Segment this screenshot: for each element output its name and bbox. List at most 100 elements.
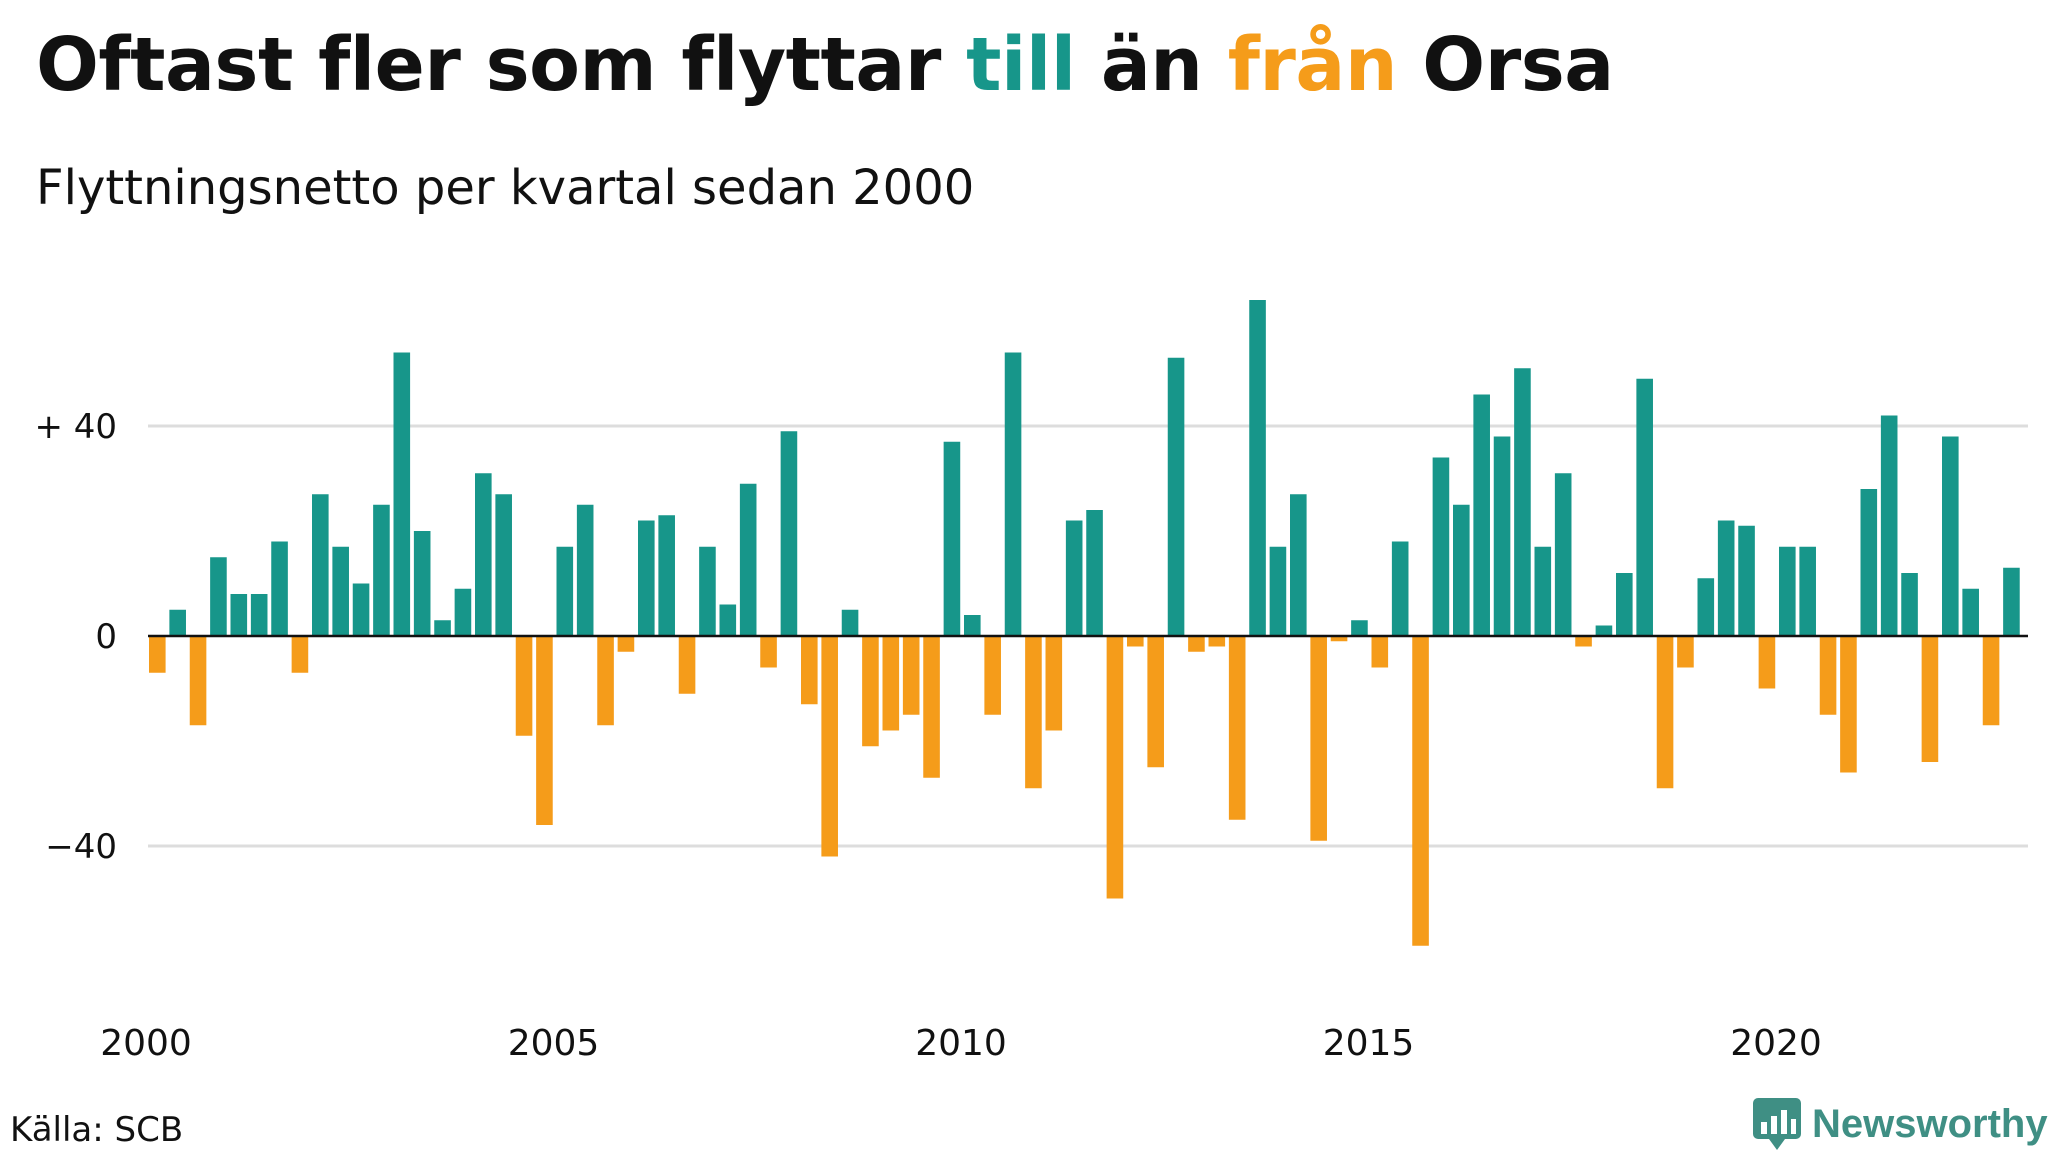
bar — [1554, 473, 1572, 636]
bar — [1493, 436, 1511, 636]
bar — [1677, 636, 1694, 668]
bar — [1901, 573, 1918, 636]
bar — [658, 515, 675, 636]
bar — [1575, 636, 1592, 647]
bar — [1188, 636, 1205, 652]
bar — [352, 583, 370, 636]
bar — [1147, 636, 1164, 768]
bar — [1391, 541, 1409, 636]
bar — [1616, 573, 1633, 636]
bar — [1290, 494, 1307, 636]
bar — [2003, 567, 2020, 636]
x-tick-label: 2010 — [915, 1023, 1007, 1064]
bar — [862, 636, 879, 747]
bar — [1086, 510, 1103, 636]
y-tick-label: −40 — [45, 827, 117, 867]
title-part-3: än — [1075, 22, 1228, 108]
bar — [638, 520, 655, 636]
bar — [1758, 636, 1776, 689]
bar — [1208, 636, 1226, 647]
bar — [312, 494, 329, 636]
bar — [1167, 357, 1185, 636]
bar — [1942, 436, 1959, 636]
bar — [1738, 525, 1755, 636]
bar — [1473, 394, 1490, 636]
bar — [1962, 588, 1979, 636]
bar — [1065, 520, 1083, 636]
bar — [332, 546, 349, 636]
brand-name: Newsworthy — [1812, 1101, 2048, 1146]
bar — [882, 636, 900, 731]
bar — [1656, 636, 1674, 789]
y-axis-ticks: + 40 0 −40 — [34, 407, 117, 867]
bar — [1840, 636, 1857, 773]
bar — [1799, 546, 1816, 636]
bar — [250, 594, 268, 636]
bar — [393, 352, 411, 636]
bar — [495, 494, 512, 636]
bar — [1351, 620, 1368, 636]
x-axis-ticks: 2000 2005 2010 2015 2020 — [100, 1023, 1822, 1064]
bar — [1860, 489, 1878, 636]
bar — [413, 531, 431, 636]
bar — [678, 636, 696, 694]
bar — [1330, 636, 1348, 642]
bar — [536, 636, 553, 825]
bar — [1534, 546, 1552, 636]
bar — [1412, 636, 1429, 946]
bar — [1127, 636, 1144, 647]
title-part-1: Oftast fler som flyttar — [36, 22, 967, 108]
bar — [373, 504, 390, 636]
bar — [169, 609, 186, 636]
x-tick-label: 2005 — [508, 1023, 600, 1064]
bar — [1921, 636, 1939, 762]
bar — [1310, 636, 1327, 841]
bar — [1106, 636, 1124, 899]
bar — [760, 636, 777, 668]
bar — [1697, 578, 1715, 636]
bar — [1982, 636, 2000, 726]
bar — [515, 636, 533, 736]
bars — [149, 300, 2020, 946]
bar — [597, 636, 614, 726]
title-part-5: Orsa — [1397, 22, 1614, 108]
x-tick-label: 2015 — [1323, 1023, 1415, 1064]
bar — [1004, 352, 1022, 636]
bar — [189, 636, 207, 726]
bar — [1514, 368, 1531, 636]
bar — [841, 609, 859, 636]
bar — [149, 636, 166, 673]
bar — [1595, 625, 1613, 636]
net-migration-bar-chart: + 40 0 −40 2000 2005 2010 2015 2020 — [34, 300, 2028, 1064]
bar — [1453, 504, 1470, 636]
x-tick-label: 2000 — [100, 1023, 192, 1064]
title-highlight-fran: från — [1227, 22, 1398, 108]
bar — [1717, 520, 1735, 636]
bar — [1269, 546, 1287, 636]
bar — [230, 594, 248, 636]
y-tick-label: 0 — [95, 617, 117, 657]
bar — [291, 636, 309, 673]
bar — [923, 636, 940, 778]
bar — [699, 546, 716, 636]
gridlines — [148, 424, 2028, 848]
bar — [739, 483, 757, 636]
bar — [1779, 546, 1796, 636]
newsworthy-logo: Newsworthy — [1752, 1096, 2048, 1152]
bar — [719, 604, 737, 636]
y-tick-label: + 40 — [34, 407, 117, 447]
bar — [780, 431, 798, 636]
bar — [1249, 300, 1266, 636]
bar — [1228, 636, 1246, 820]
bar — [454, 588, 472, 636]
bar — [210, 557, 227, 636]
bar — [576, 504, 594, 636]
bar — [1371, 636, 1389, 668]
bar — [271, 541, 288, 636]
bar — [902, 636, 920, 715]
bar — [617, 636, 635, 652]
bar — [964, 615, 981, 636]
bar — [984, 636, 1001, 715]
bar — [1880, 415, 1898, 636]
bar — [475, 473, 492, 636]
